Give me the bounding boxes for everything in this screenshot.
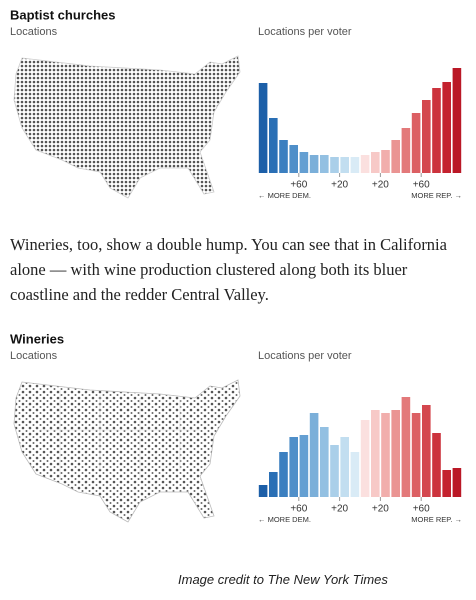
bar xyxy=(289,437,298,497)
bar xyxy=(350,157,360,173)
x-tick-label: +20 xyxy=(372,504,389,515)
bar xyxy=(371,152,380,173)
bar xyxy=(320,155,329,173)
credit: Image credit to The New York Times xyxy=(178,572,388,587)
x-note-left: ← MORE DEM. xyxy=(258,515,311,524)
bar xyxy=(371,410,380,497)
bar xyxy=(432,433,441,497)
bar xyxy=(381,413,390,497)
x-tick-label: +60 xyxy=(413,180,430,191)
bar xyxy=(258,83,268,173)
chart-label: Locations per voter xyxy=(258,350,352,362)
x-tick-label: +20 xyxy=(372,180,389,191)
bar xyxy=(340,437,349,497)
bar xyxy=(330,157,339,173)
bar xyxy=(401,128,411,173)
bar xyxy=(381,150,390,173)
bar xyxy=(391,140,400,173)
paragraph: Wineries, too, show a double hump. You c… xyxy=(10,235,447,304)
bar xyxy=(411,113,421,173)
x-note-right: MORE REP. → xyxy=(411,191,462,200)
bar xyxy=(279,140,288,173)
bar xyxy=(411,413,421,497)
map-baptist xyxy=(13,55,241,199)
x-tick-label: +60 xyxy=(413,504,430,515)
bar xyxy=(452,468,462,497)
x-note-right: MORE REP. → xyxy=(411,515,462,524)
bar xyxy=(269,118,278,173)
chart-title: Baptist churches xyxy=(10,7,115,22)
map-wineries xyxy=(13,379,241,523)
bar xyxy=(422,100,431,173)
bar xyxy=(391,410,400,497)
bar xyxy=(452,68,462,173)
bar xyxy=(279,452,288,497)
bar xyxy=(258,485,268,497)
bar xyxy=(432,88,441,173)
bar xyxy=(330,445,339,497)
chart-title: Wineries xyxy=(10,331,64,346)
bar xyxy=(299,152,309,173)
bar xyxy=(309,155,319,173)
chart-label: Locations per voter xyxy=(258,26,352,38)
bar xyxy=(442,82,451,173)
x-note-left: ← MORE DEM. xyxy=(258,191,311,200)
bar xyxy=(299,435,309,497)
bar xyxy=(269,472,278,497)
bar xyxy=(320,427,329,497)
bar xyxy=(350,452,360,497)
x-tick-label: +60 xyxy=(290,504,307,515)
x-tick-label: +20 xyxy=(331,504,348,515)
bar xyxy=(309,413,319,497)
bar xyxy=(422,405,431,497)
bar xyxy=(442,470,451,497)
bar xyxy=(360,420,370,497)
bar xyxy=(289,145,298,173)
x-tick-label: +20 xyxy=(331,180,348,191)
map-label: Locations xyxy=(10,350,58,362)
x-tick-label: +60 xyxy=(290,180,307,191)
bar xyxy=(401,397,411,497)
bar xyxy=(340,157,349,173)
map-label: Locations xyxy=(10,26,58,38)
bar xyxy=(360,155,370,173)
